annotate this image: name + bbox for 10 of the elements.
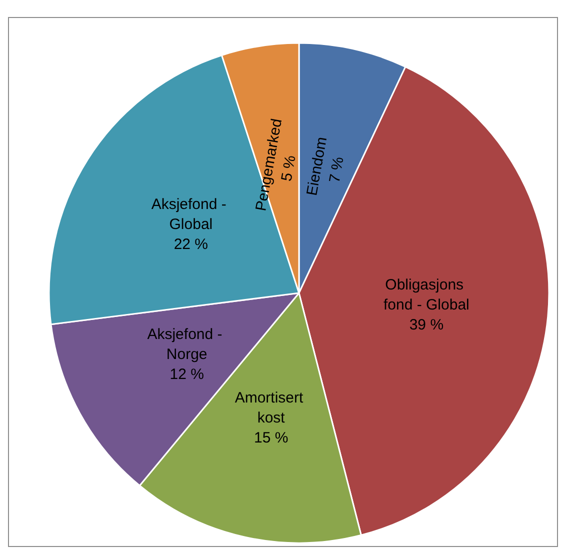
- slice-label: Aksjefond - Norge: [147, 326, 226, 364]
- data-label: 7 %: [326, 156, 348, 184]
- slice-label: Amortisert kost: [234, 389, 308, 426]
- data-label: 39 %: [409, 316, 444, 334]
- data-label: 12 %: [170, 366, 204, 384]
- slice-label: Obligasjons fond - Global: [383, 276, 470, 314]
- slice-label: Aksjefond - Global: [151, 196, 231, 233]
- data-label: 22 %: [174, 236, 208, 253]
- data-label: 5 %: [278, 154, 300, 183]
- data-label: 15 %: [254, 429, 288, 446]
